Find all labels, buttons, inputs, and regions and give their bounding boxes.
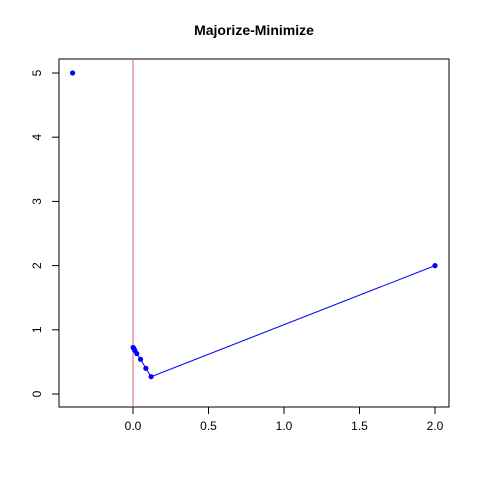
iteration-point <box>137 356 144 362</box>
y-tick-label: 1 <box>30 326 44 333</box>
iteration-point <box>143 365 149 371</box>
x-tick-label: 1.5 <box>351 419 368 433</box>
y-tick-label: 0 <box>30 390 44 397</box>
y-tick-label: 4 <box>30 134 44 141</box>
y-axis: 0 1 2 3 4 5 <box>30 69 60 397</box>
iteration-path-line <box>132 265 436 378</box>
x-tick-label: 1.0 <box>276 419 293 433</box>
chart-title: Majorize-Minimize <box>194 22 314 38</box>
iteration-point <box>432 263 438 269</box>
x-axis: 0.0 0.5 1.0 1.5 2.0 <box>125 406 444 433</box>
x-tick-label: 0.0 <box>125 419 142 433</box>
iteration-point <box>148 374 154 380</box>
x-tick-label: 0.5 <box>200 419 217 433</box>
plot-marks <box>70 59 438 407</box>
x-tick-label: 2.0 <box>427 419 444 433</box>
iteration-point <box>130 344 136 351</box>
isolated-point <box>70 70 76 76</box>
y-tick-label: 5 <box>30 69 44 76</box>
y-tick-label: 2 <box>30 262 44 269</box>
plot-frame <box>58 58 450 408</box>
y-tick-label: 3 <box>30 198 44 205</box>
